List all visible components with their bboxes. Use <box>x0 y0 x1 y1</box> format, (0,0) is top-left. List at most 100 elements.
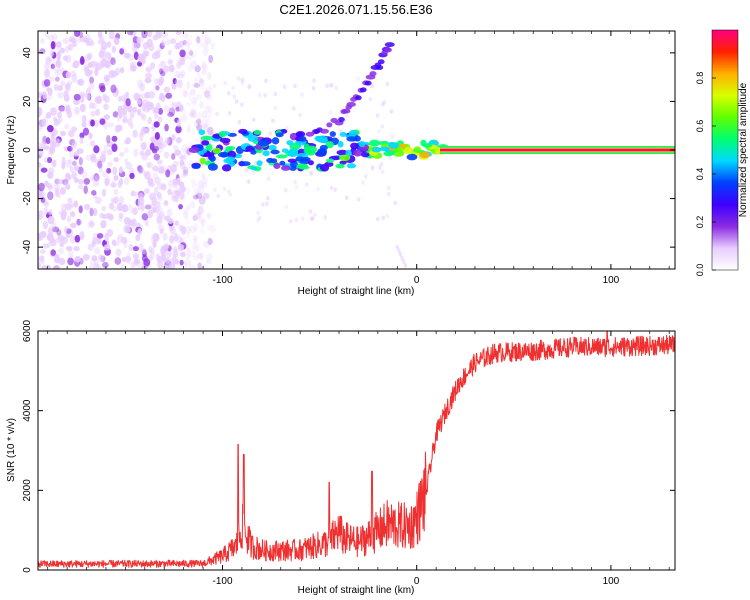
heatmap-cell <box>71 126 78 133</box>
heatmap-cell <box>73 99 80 105</box>
heatmap-cell <box>132 106 138 113</box>
heatmap-cell <box>279 160 286 166</box>
heatmap-cell <box>94 196 102 204</box>
spectrogram-y-tick-label: 40 <box>22 47 33 59</box>
heatmap-cell <box>179 104 184 112</box>
heatmap-cell <box>105 51 111 60</box>
heatmap-cell <box>193 120 200 128</box>
heatmap-cell <box>268 131 273 136</box>
heatmap-cell <box>160 183 167 191</box>
heatmap-cell <box>57 234 65 242</box>
heatmap-cell <box>335 163 345 169</box>
heatmap-cell <box>38 255 45 262</box>
heatmap-cell <box>46 182 52 189</box>
heatmap-cell <box>142 171 148 177</box>
heatmap-cell <box>43 68 50 78</box>
heatmap-cell <box>301 156 311 162</box>
heatmap-cell <box>344 195 349 200</box>
spectrogram-x-tick-label: -100 <box>212 275 232 286</box>
heatmap-cell <box>196 213 203 219</box>
heatmap-cell <box>168 64 175 73</box>
heatmap-cell <box>88 101 95 109</box>
heatmap-cell <box>133 51 139 60</box>
heatmap-cell <box>270 149 280 155</box>
heatmap-cell <box>160 94 166 102</box>
heatmap-cell <box>236 76 241 81</box>
heatmap-cell <box>170 226 176 235</box>
heatmap-cell <box>57 91 65 99</box>
heatmap-cell <box>172 160 179 168</box>
heatmap-cell <box>56 45 63 53</box>
heatmap-cell <box>126 252 131 261</box>
heatmap-cell <box>80 170 88 179</box>
heatmap-cell <box>127 117 133 127</box>
heatmap-cell <box>118 151 125 157</box>
heatmap-cell <box>46 125 54 133</box>
heatmap-cell <box>403 262 407 268</box>
heatmap-cell <box>177 79 183 89</box>
snr-series-line <box>38 331 675 568</box>
heatmap-cell <box>221 164 232 172</box>
heatmap-cell <box>175 235 183 244</box>
heatmap-cell <box>316 186 320 192</box>
heatmap-cell <box>137 61 142 67</box>
heatmap-cell <box>175 178 180 186</box>
heatmap-cell <box>287 149 299 157</box>
heatmap-cell <box>38 107 43 116</box>
heatmap-cell <box>78 179 84 185</box>
heatmap-cell <box>181 32 189 39</box>
heatmap-cell <box>308 209 313 214</box>
heatmap-cell <box>186 81 191 89</box>
heatmap-cell <box>198 39 204 48</box>
heatmap-cell <box>56 118 62 125</box>
heatmap-cell <box>57 178 65 185</box>
heatmap-cell <box>67 145 73 152</box>
heatmap-cell <box>334 85 339 91</box>
heatmap-cell <box>329 131 336 137</box>
heatmap-cell <box>65 159 72 168</box>
heatmap-cell <box>96 237 102 245</box>
heatmap-cell <box>89 207 94 217</box>
heatmap-cell <box>59 187 67 195</box>
heatmap-cell <box>144 219 149 227</box>
snr-x-tick-label: -100 <box>212 576 232 587</box>
heatmap-cell <box>179 191 185 201</box>
heatmap-cell <box>379 146 390 152</box>
heatmap-cell <box>174 70 181 79</box>
heatmap-cell <box>100 220 107 229</box>
heatmap-cell <box>58 106 66 113</box>
heatmap-cell <box>198 78 204 84</box>
heatmap-cell <box>42 243 49 249</box>
heatmap-cell <box>119 67 125 74</box>
heatmap-cell <box>179 49 186 58</box>
heatmap-cell <box>47 215 55 225</box>
heatmap-cell <box>200 219 205 228</box>
heatmap-cell <box>240 102 244 107</box>
heatmap-cell <box>189 251 196 258</box>
heatmap-cell <box>76 218 81 226</box>
heatmap-cell <box>91 189 97 196</box>
heatmap-cell <box>169 235 175 244</box>
heatmap-cell <box>280 129 288 134</box>
heatmap-cell <box>175 125 182 134</box>
heatmap-cell <box>137 196 145 206</box>
heatmap-cell <box>51 33 58 41</box>
heatmap-cell <box>88 220 95 226</box>
heatmap-cell <box>156 159 163 165</box>
heatmap-cell <box>271 137 280 145</box>
heatmap-cell <box>192 194 199 200</box>
heatmap-cell <box>132 45 137 53</box>
heatmap-cell <box>204 104 211 113</box>
heatmap-cell <box>123 217 130 225</box>
heatmap-cell <box>195 192 203 199</box>
heatmap-cell <box>73 165 80 172</box>
heatmap-cell <box>110 57 116 66</box>
heatmap-cell <box>49 107 57 116</box>
heatmap-cell <box>196 36 201 44</box>
heatmap-cell <box>124 256 132 263</box>
colorbar-scale <box>711 29 739 271</box>
heatmap-cell <box>93 119 100 128</box>
heatmap-cell <box>90 155 97 163</box>
heatmap-cell <box>299 136 307 142</box>
heatmap-cell <box>393 200 398 206</box>
